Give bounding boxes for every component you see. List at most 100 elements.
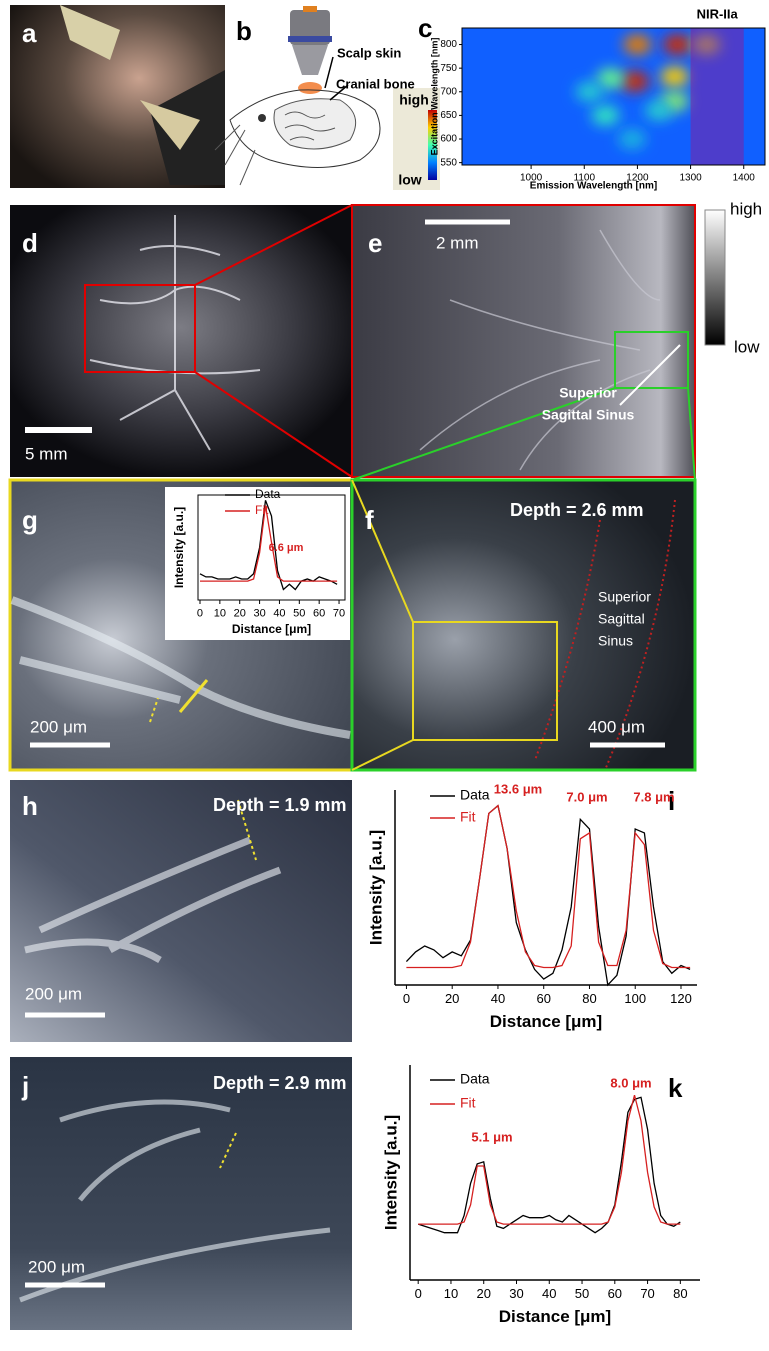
peak-annotation: 6.6 μm	[269, 542, 304, 554]
x-axis-label: Distance [μm]	[499, 1307, 611, 1326]
colorbar-label: low	[398, 172, 421, 188]
x-tick-label: 80	[582, 991, 596, 1006]
y-axis-label: Intensity [a.u.]	[381, 1115, 400, 1230]
legend-label: Data	[255, 487, 281, 501]
objective	[292, 45, 328, 75]
scale-label: 2 mm	[436, 233, 479, 252]
heat-spot	[663, 35, 691, 55]
scale-label: 200 μm	[25, 984, 82, 1003]
legend-label: Fit	[255, 503, 269, 517]
y-axis-label: Intensity [a.u.]	[366, 830, 385, 945]
page: { "panel_letters": ["a", "b", "c", "d", …	[0, 0, 769, 1351]
panel-letter: h	[22, 791, 38, 821]
y-tick-label: 550	[440, 157, 457, 168]
y-tick-label: 650	[440, 110, 457, 121]
heat-spot	[576, 82, 604, 102]
panel-letter: b	[236, 16, 252, 46]
x-tick-label: 1000	[520, 173, 543, 184]
annotation: Sinus	[598, 633, 633, 649]
legend-label: Fit	[460, 1095, 476, 1111]
panel-letter: e	[368, 228, 382, 258]
x-tick-label: 30	[253, 607, 265, 619]
highlight-region	[691, 28, 744, 165]
y-axis-label: Excitation Wavelength [nm]	[429, 38, 439, 156]
series-line	[406, 806, 690, 968]
x-tick-label: 60	[608, 1286, 622, 1301]
scale-label: 200 μm	[30, 717, 87, 736]
heat-spot	[661, 67, 689, 87]
panel-letter: a	[22, 18, 37, 48]
x-axis-label: Distance [μm]	[490, 1012, 602, 1031]
heat-spot	[597, 69, 625, 89]
annotation: Superior	[559, 385, 617, 401]
x-tick-label: 60	[536, 991, 550, 1006]
peak-annotation: 13.6 μm	[494, 781, 542, 796]
depth-label: Depth = 2.9 mm	[213, 1073, 347, 1093]
scale-label: 400 μm	[588, 717, 645, 736]
annotation: Superior	[598, 589, 651, 605]
label: Cranial bone	[336, 76, 415, 91]
figure: a b c d e f g h i j k Scalp skin Cranial…	[0, 0, 769, 1351]
x-tick-label: 0	[415, 1286, 422, 1301]
x-tick-label: 40	[542, 1286, 556, 1301]
highlight-label: NIR-IIa	[697, 6, 739, 21]
peak-annotation: 5.1 μm	[471, 1129, 512, 1144]
y-tick-label: 750	[440, 63, 457, 74]
x-tick-label: 20	[234, 607, 246, 619]
objective	[303, 6, 317, 12]
peak-annotation: 8.0 μm	[610, 1075, 651, 1090]
photo-e	[352, 205, 695, 477]
annotation: Sagittal Sinus	[542, 407, 635, 423]
y-tick-label: 600	[440, 134, 457, 145]
x-tick-label: 50	[575, 1286, 589, 1301]
x-tick-label: 70	[333, 607, 345, 619]
x-tick-label: 120	[670, 991, 692, 1006]
x-tick-label: 10	[214, 607, 226, 619]
x-tick-label: 80	[673, 1286, 687, 1301]
heat-spot	[592, 105, 620, 125]
depth-label: Depth = 2.6 mm	[510, 500, 644, 520]
peak-annotation: 7.8 μm	[633, 789, 674, 804]
x-tick-label: 1400	[733, 173, 756, 184]
legend-label: Data	[460, 1071, 490, 1087]
panel-letter: d	[22, 228, 38, 258]
depth-label: Depth = 1.9 mm	[213, 795, 347, 815]
objective	[288, 36, 332, 42]
colorbar-label: high	[399, 92, 429, 108]
x-tick-label: 40	[273, 607, 285, 619]
x-tick-label: 70	[640, 1286, 654, 1301]
heat-spot	[618, 129, 646, 149]
x-tick-label: 100	[624, 991, 646, 1006]
legend-label: Fit	[460, 809, 476, 825]
x-tick-label: 50	[293, 607, 305, 619]
legend-label: Data	[460, 787, 490, 803]
panel-letter: g	[22, 505, 38, 535]
brain	[274, 99, 356, 149]
x-tick-label: 60	[313, 607, 325, 619]
colorbar-label: high	[730, 199, 762, 218]
x-tick-label: 20	[445, 991, 459, 1006]
series-line	[418, 1095, 680, 1224]
heat-spot	[645, 101, 673, 121]
series-line	[418, 1097, 680, 1232]
y-tick-label: 700	[440, 86, 457, 97]
heat-spot	[621, 71, 649, 91]
x-tick-label: 1200	[626, 173, 649, 184]
x-tick-label: 0	[403, 991, 410, 1006]
colorbar-label: low	[734, 337, 760, 356]
x-tick-label: 30	[509, 1286, 523, 1301]
y-axis-label: Intensity [a.u.]	[172, 507, 186, 588]
heat-spot	[623, 35, 651, 55]
label: Scalp skin	[337, 45, 401, 60]
x-tick-label: 1100	[574, 173, 596, 184]
scale-label: 5 mm	[25, 444, 68, 463]
scale-label: 200 μm	[28, 1257, 85, 1276]
photo-j	[10, 1057, 352, 1330]
x-tick-label: 1300	[679, 173, 702, 184]
panel-letter: f	[365, 505, 374, 535]
peak-annotation: 7.0 μm	[566, 789, 607, 804]
colorbar	[705, 210, 725, 345]
x-tick-label: 0	[197, 607, 203, 619]
panel-letter: k	[668, 1073, 683, 1103]
eye	[258, 114, 266, 122]
